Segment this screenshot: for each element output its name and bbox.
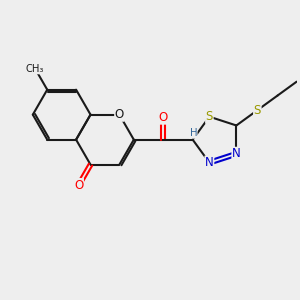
Text: H: H: [190, 128, 197, 138]
Text: CH₃: CH₃: [26, 64, 44, 74]
Text: S: S: [254, 104, 261, 117]
Text: O: O: [159, 111, 168, 124]
Text: O: O: [74, 178, 83, 191]
Text: N: N: [205, 156, 214, 169]
Text: N: N: [232, 147, 241, 160]
Text: O: O: [115, 108, 124, 121]
Text: S: S: [206, 110, 213, 123]
